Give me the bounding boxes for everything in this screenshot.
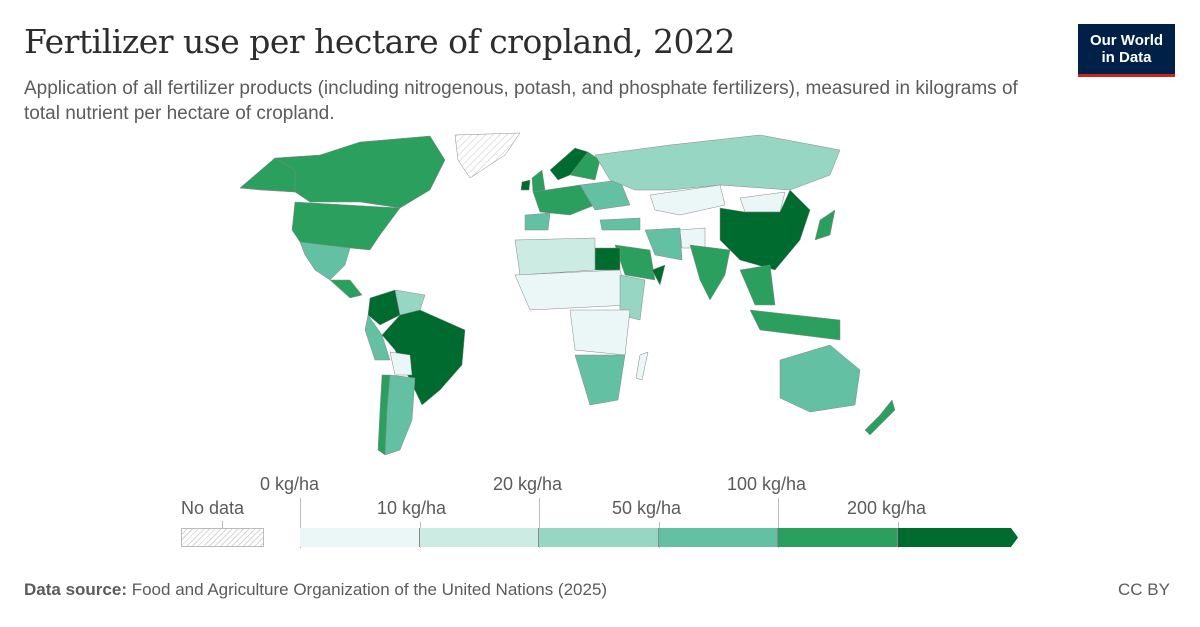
region-bolivia <box>389 351 413 376</box>
region-iran <box>644 227 683 261</box>
region-western-europe <box>532 184 596 216</box>
region-turkey <box>599 217 641 231</box>
region-southeast-asia <box>739 264 776 306</box>
region-indonesia <box>749 309 841 341</box>
world-map[interactable] <box>200 130 960 470</box>
legend-tick-100 <box>778 498 779 548</box>
legend-bin-50-100[interactable] <box>659 528 778 547</box>
region-kazakhstan <box>649 184 726 216</box>
chart-title: Fertilizer use per hectare of cropland, … <box>24 22 736 61</box>
data-source-label: Data source: <box>24 580 127 599</box>
region-ireland <box>520 179 531 191</box>
region-alaska <box>239 157 296 193</box>
region-oman <box>651 264 666 286</box>
region-north-africa <box>514 237 596 276</box>
legend-bin-0-10[interactable] <box>300 528 420 547</box>
data-source-text: Food and Agriculture Organization of the… <box>131 580 608 599</box>
legend-bin-20-50[interactable] <box>539 528 659 547</box>
region-japan <box>814 209 836 241</box>
legend-threshold-0: 0 kg/ha <box>260 474 320 494</box>
legend-threshold-50: 50 kg/ha <box>612 498 682 518</box>
region-spain <box>524 212 551 231</box>
region-russia <box>594 134 841 191</box>
region-eastern-europe <box>579 179 631 211</box>
legend-threshold-10: 10 kg/ha <box>377 498 447 518</box>
legend-no-data-label: No data <box>181 498 245 518</box>
region-mongolia <box>739 191 786 213</box>
region-new-zealand <box>864 399 896 436</box>
legend-bin-10-20[interactable] <box>420 528 539 547</box>
region-madagascar <box>635 351 649 381</box>
region-brazil <box>381 309 466 406</box>
logo-line-2: in Data <box>1101 49 1152 66</box>
map-legend: No data 0 kg/ha 10 kg/ha 20 kg/ha 50 kg/… <box>0 460 1200 560</box>
legend-threshold-20: 20 kg/ha <box>493 474 563 494</box>
legend-bin-100-200[interactable] <box>778 528 898 547</box>
region-colombia <box>367 289 401 326</box>
chart-subtitle: Application of all fertilizer products (… <box>24 78 1018 124</box>
region-afghanistan <box>679 227 706 249</box>
region-sahel <box>514 269 631 311</box>
license-link[interactable]: CC BY <box>1118 580 1170 599</box>
region-australia <box>779 344 861 413</box>
legend-threshold-200: 200 kg/ha <box>847 498 927 518</box>
region-peru <box>364 314 391 361</box>
legend-no-data-tick <box>222 521 223 529</box>
region-greenland <box>454 132 521 179</box>
region-mexico <box>299 241 351 281</box>
legend-tick-0 <box>300 498 301 548</box>
region-saudi-arabia <box>614 244 656 281</box>
region-east-africa <box>619 274 646 321</box>
region-uk <box>531 169 546 193</box>
region-india <box>689 244 731 301</box>
data-source: Data source: Food and Agriculture Organi… <box>24 580 607 600</box>
region-southern-africa <box>574 354 626 406</box>
owid-logo[interactable]: Our World in Data <box>1078 24 1175 77</box>
legend-tick-20 <box>539 498 540 548</box>
logo-line-1: Our World <box>1089 32 1164 49</box>
region-argentina <box>384 374 416 456</box>
legend-bin-over-200[interactable] <box>898 528 1020 547</box>
region-egypt <box>594 247 621 271</box>
region-central-america <box>329 279 363 299</box>
legend-no-data-swatch <box>181 528 264 547</box>
legend-threshold-100: 100 kg/ha <box>727 474 807 494</box>
region-chile <box>377 374 391 456</box>
region-central-africa <box>569 309 631 356</box>
